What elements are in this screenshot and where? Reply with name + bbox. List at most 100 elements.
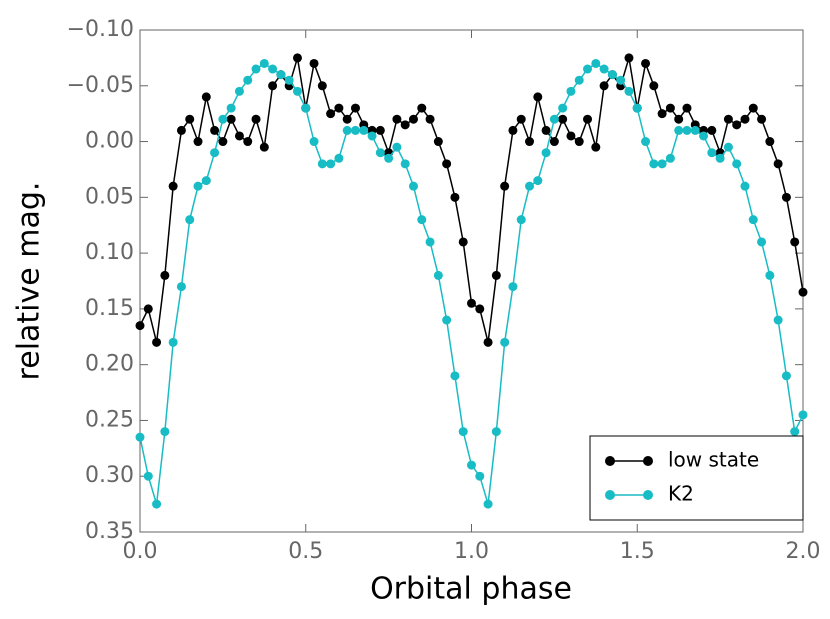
x-tick-label: 0.0	[123, 539, 158, 564]
legend-box	[589, 435, 804, 521]
data-point	[176, 282, 186, 292]
y-tick-label: 0.10	[85, 240, 134, 265]
data-point	[467, 298, 476, 308]
data-point	[500, 337, 510, 347]
data-point	[417, 215, 427, 225]
data-point	[326, 159, 336, 169]
data-point	[558, 103, 568, 113]
data-point	[301, 103, 311, 113]
data-point	[591, 142, 601, 152]
legend-marker	[605, 456, 615, 466]
y-tick-label: 0.20	[85, 352, 134, 377]
data-point	[342, 114, 352, 124]
data-point	[533, 176, 543, 186]
data-point	[624, 86, 634, 96]
data-point	[160, 270, 170, 280]
data-point	[566, 86, 576, 96]
y-tick-label: 0.25	[85, 407, 134, 432]
data-point	[417, 103, 427, 113]
data-point	[740, 181, 750, 191]
data-point	[707, 125, 717, 135]
data-point	[583, 64, 593, 74]
data-point	[218, 114, 228, 124]
data-point	[765, 270, 775, 280]
data-point	[433, 270, 443, 280]
data-point	[599, 81, 609, 91]
data-point	[450, 371, 460, 381]
data-point	[359, 125, 369, 135]
data-point	[699, 131, 709, 141]
data-point	[483, 337, 493, 347]
data-point	[674, 125, 684, 135]
data-point	[317, 159, 327, 169]
legend-marker	[605, 490, 615, 500]
data-point	[268, 64, 278, 74]
data-point	[624, 53, 634, 63]
data-point	[740, 114, 750, 124]
data-point	[541, 125, 551, 135]
data-point	[458, 237, 468, 247]
data-point	[168, 337, 178, 347]
data-point	[574, 75, 584, 85]
data-point	[723, 114, 733, 124]
legend-marker	[643, 490, 653, 500]
data-point	[491, 270, 501, 280]
data-point	[757, 237, 767, 247]
data-point	[508, 125, 518, 135]
data-point	[251, 64, 261, 74]
data-point	[201, 176, 211, 186]
data-point	[334, 153, 344, 163]
data-point	[168, 181, 178, 191]
data-point	[334, 103, 344, 113]
data-point	[781, 371, 791, 381]
data-point	[268, 81, 278, 91]
data-point	[160, 427, 170, 437]
data-point	[583, 114, 593, 124]
data-point	[607, 70, 617, 80]
data-point	[259, 58, 269, 68]
data-point	[748, 215, 758, 225]
x-tick-label: 1.5	[620, 539, 655, 564]
data-point	[508, 282, 518, 292]
data-point	[525, 137, 535, 147]
data-point	[723, 142, 733, 152]
legend-marker	[643, 456, 653, 466]
y-tick-label: 0.05	[85, 184, 134, 209]
data-point	[674, 114, 684, 124]
data-point	[765, 137, 775, 147]
data-point	[408, 181, 418, 191]
data-point	[467, 460, 476, 470]
y-axis-label: relative mag.	[12, 182, 47, 381]
data-point	[657, 109, 667, 119]
data-point	[433, 137, 443, 147]
data-point	[400, 120, 410, 130]
data-point	[408, 114, 418, 124]
data-point	[210, 125, 220, 135]
data-point	[491, 427, 501, 437]
data-point	[425, 237, 435, 247]
data-point	[790, 237, 800, 247]
data-point	[516, 114, 526, 124]
data-point	[442, 315, 452, 325]
data-point	[284, 75, 294, 85]
data-point	[707, 148, 717, 158]
data-point	[309, 58, 319, 68]
data-point	[682, 103, 692, 113]
data-point	[201, 92, 211, 102]
data-point	[243, 75, 253, 85]
data-point	[591, 58, 601, 68]
x-tick-label: 2.0	[786, 539, 821, 564]
data-point	[641, 58, 651, 68]
data-point	[541, 148, 551, 158]
data-point	[566, 131, 576, 141]
data-point	[533, 92, 543, 102]
data-point	[657, 159, 667, 169]
data-point	[665, 153, 675, 163]
data-point	[549, 114, 559, 124]
data-point	[773, 315, 783, 325]
legend-label: K2	[668, 482, 694, 506]
data-point	[251, 114, 261, 124]
data-point	[483, 499, 493, 509]
data-point	[475, 304, 485, 314]
